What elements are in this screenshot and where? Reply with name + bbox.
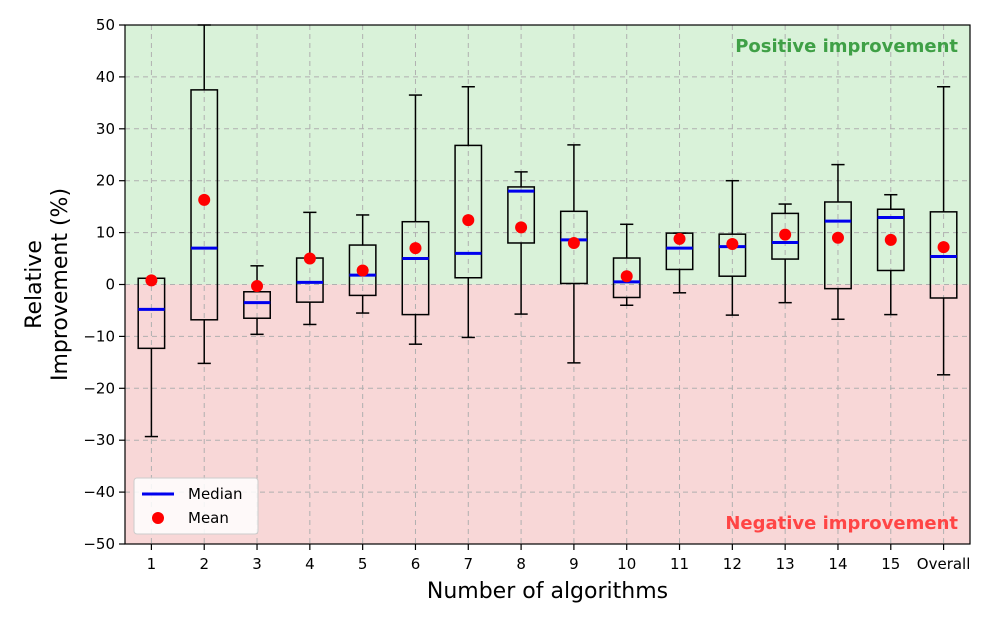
box-15	[876, 193, 905, 316]
box-body	[401, 220, 430, 316]
mean-marker	[515, 221, 528, 234]
y-tick-label: −40	[83, 483, 115, 501]
box-body	[507, 186, 536, 244]
mean-marker	[462, 214, 475, 227]
box-Overall	[929, 86, 958, 376]
box-11	[665, 232, 694, 294]
legend: Median Mean	[133, 477, 259, 535]
x-tick-label: 3	[252, 555, 262, 573]
box-12	[718, 179, 747, 316]
box-3	[243, 265, 271, 336]
mean-marker	[145, 274, 158, 287]
legend-median-label: Median	[188, 485, 243, 503]
y-axis-title-line-2: Improvement (%)	[48, 188, 73, 381]
x-tick-label: 13	[776, 555, 795, 573]
y-axis-title-line-1: Relative	[22, 240, 47, 329]
mean-marker	[620, 270, 633, 283]
box-9	[559, 144, 588, 364]
box-body	[876, 208, 905, 272]
box-body	[771, 212, 800, 260]
box-14	[824, 163, 852, 321]
box-8	[507, 171, 536, 315]
x-tick-label: 2	[199, 555, 209, 573]
x-tick-label: 5	[358, 555, 368, 573]
mean-marker	[198, 193, 211, 206]
y-tick-label: 20	[96, 172, 115, 190]
x-tick-label: 11	[670, 555, 689, 573]
box-2	[190, 24, 219, 365]
box-body	[454, 144, 483, 279]
x-tick-label: 1	[147, 555, 157, 573]
y-tick-label: −10	[83, 327, 115, 345]
y-tick-label: −20	[83, 379, 115, 397]
mean-marker	[726, 238, 739, 251]
legend-mean-label: Mean	[188, 509, 229, 527]
box-4	[295, 211, 324, 326]
grid-lines	[125, 25, 970, 544]
x-tick-label: 6	[411, 555, 421, 573]
mean-marker	[409, 242, 422, 255]
mean-marker	[884, 233, 897, 246]
mean-marker	[251, 280, 264, 293]
x-tick-label: 10	[617, 555, 636, 573]
box-body	[612, 257, 641, 299]
x-tick-label: 7	[464, 555, 474, 573]
x-axis-title: Number of algorithms	[427, 579, 668, 604]
box-body	[929, 211, 958, 299]
x-axis-ticks: 1 2 3 4 5 6 7 8 9 10 11 12 13 14 15 Overall	[147, 544, 971, 573]
y-tick-label: 10	[96, 224, 115, 242]
y-axis-ticks: −50 −40 −30 −20 −10 0 10 20 30 40 50	[83, 16, 125, 553]
y-tick-label: 30	[96, 120, 115, 138]
mean-marker	[356, 264, 369, 277]
legend-frame	[133, 477, 259, 535]
boxes-group	[137, 24, 958, 438]
positive-region	[125, 25, 970, 285]
x-tick-label: 8	[516, 555, 526, 573]
box-1	[137, 274, 166, 438]
y-tick-label: 40	[96, 68, 115, 86]
box-body	[718, 233, 747, 277]
background-regions	[125, 25, 970, 544]
y-tick-label: −50	[83, 535, 115, 553]
box-body	[824, 201, 852, 290]
y-tick-label: −30	[83, 431, 115, 449]
x-tick-label: 9	[569, 555, 579, 573]
y-axis-title: Relative Improvement (%)	[22, 188, 73, 381]
box-10	[612, 223, 641, 307]
mean-marker	[937, 241, 950, 254]
box-body	[559, 210, 588, 285]
box-5	[348, 214, 377, 314]
mean-marker	[567, 236, 580, 249]
negative-region	[125, 284, 970, 544]
positive-region-label: Positive improvement	[735, 36, 958, 57]
x-tick-label: 4	[305, 555, 315, 573]
x-tick-label: 12	[723, 555, 742, 573]
legend-mean-swatch	[152, 512, 164, 524]
mean-marker	[673, 232, 686, 245]
y-tick-label: 50	[96, 16, 115, 34]
mean-marker	[831, 231, 844, 244]
x-tick-label: 15	[881, 555, 900, 573]
x-tick-label: Overall	[917, 555, 971, 573]
box-body	[190, 89, 219, 321]
box-6	[401, 94, 430, 345]
box-13	[771, 203, 800, 304]
mean-marker	[303, 252, 316, 265]
box-body	[348, 244, 377, 297]
y-tick-label: 0	[105, 276, 115, 294]
mean-marker	[779, 228, 792, 241]
negative-region-label: Negative improvement	[725, 513, 958, 534]
box-7	[454, 86, 483, 339]
x-tick-label: 14	[828, 555, 847, 573]
